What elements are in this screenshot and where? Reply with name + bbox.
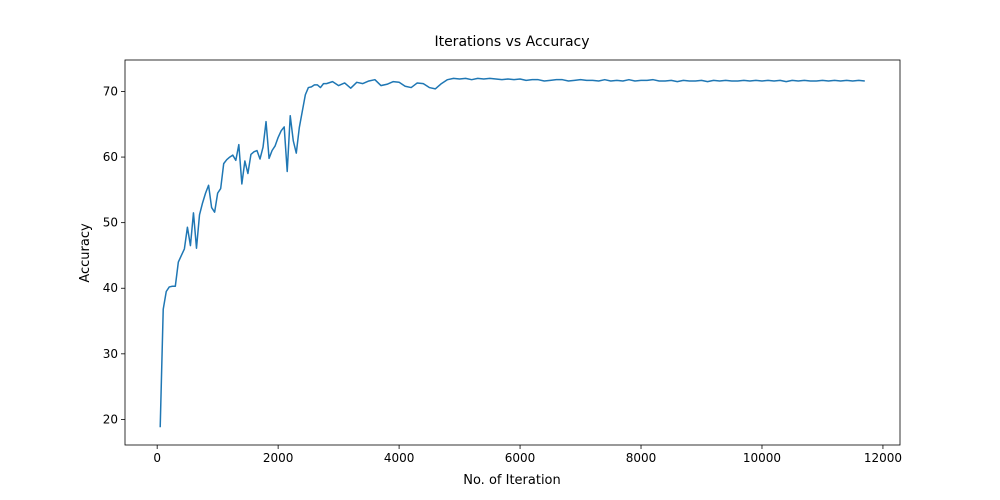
x-tick-label: 6000 (505, 451, 536, 465)
y-tick-label: 40 (103, 281, 118, 295)
x-tick-label: 8000 (626, 451, 657, 465)
x-tick-label: 0 (153, 451, 161, 465)
y-tick-label: 20 (103, 412, 118, 426)
x-tick-label: 10000 (743, 451, 781, 465)
x-tick-label: 2000 (263, 451, 294, 465)
y-tick-label: 30 (103, 347, 118, 361)
data-line (159, 77, 865, 428)
axes-frame (124, 59, 901, 446)
chart-title: Iterations vs Accuracy (434, 34, 589, 50)
x-tick-label: 12000 (864, 451, 902, 465)
y-tick-label: 50 (103, 216, 118, 230)
x-axis-label: No. of Iteration (463, 473, 561, 488)
y-axis-label: Accuracy (78, 223, 93, 283)
y-tick-label: 70 (103, 84, 118, 98)
y-tick-label: 60 (103, 150, 118, 164)
x-tick-label: 4000 (384, 451, 415, 465)
